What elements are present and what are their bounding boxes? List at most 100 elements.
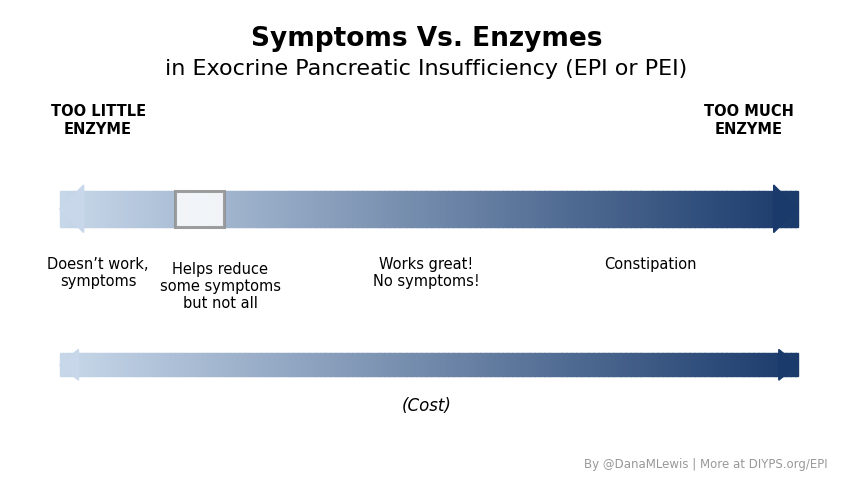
Bar (694, 353, 696, 376)
Bar (792, 353, 795, 376)
Bar (121, 191, 124, 227)
Bar (404, 353, 406, 376)
Bar (618, 353, 620, 376)
Bar (573, 353, 576, 376)
Bar (578, 191, 581, 227)
Bar (716, 191, 718, 227)
Bar (605, 353, 607, 376)
Bar (298, 191, 301, 227)
Bar (688, 353, 692, 376)
Bar (406, 353, 409, 376)
Bar (320, 353, 323, 376)
Bar (371, 353, 375, 376)
Bar (480, 353, 482, 376)
Bar (344, 353, 348, 376)
Bar (239, 353, 242, 376)
Bar (302, 353, 306, 376)
Bar (512, 191, 515, 227)
Bar (168, 191, 170, 227)
Bar (516, 191, 520, 227)
Bar (551, 191, 554, 227)
Bar (435, 191, 439, 227)
Bar (777, 353, 780, 376)
Bar (460, 191, 463, 227)
Bar (315, 191, 318, 227)
Bar (610, 191, 613, 227)
Bar (450, 353, 453, 376)
Bar (182, 353, 186, 376)
Bar (202, 353, 205, 376)
Bar (622, 191, 625, 227)
Bar (676, 353, 679, 376)
Bar (327, 191, 331, 227)
Bar (597, 353, 601, 376)
Bar (232, 353, 234, 376)
Bar (79, 353, 82, 376)
Bar (686, 191, 689, 227)
Bar (792, 191, 795, 227)
Bar (212, 353, 215, 376)
Bar (288, 353, 291, 376)
Bar (357, 191, 360, 227)
Bar (549, 191, 551, 227)
Bar (219, 353, 222, 376)
Bar (490, 191, 492, 227)
Bar (507, 191, 509, 227)
Bar (74, 353, 78, 376)
Bar (460, 353, 463, 376)
Bar (728, 191, 731, 227)
Bar (477, 191, 481, 227)
Bar (514, 353, 517, 376)
Bar (131, 353, 134, 376)
Bar (207, 353, 210, 376)
Bar (384, 191, 387, 227)
Bar (332, 191, 335, 227)
Bar (494, 191, 498, 227)
Text: Helps reduce
some symptoms
but not all: Helps reduce some symptoms but not all (159, 262, 280, 312)
Bar (215, 353, 217, 376)
Bar (175, 191, 224, 227)
Bar (679, 353, 682, 376)
Bar (259, 191, 262, 227)
Bar (222, 191, 225, 227)
Bar (752, 191, 755, 227)
Bar (352, 353, 355, 376)
Bar (318, 353, 320, 376)
Bar (794, 353, 797, 376)
Bar (239, 191, 242, 227)
Bar (588, 353, 590, 376)
Bar (249, 191, 251, 227)
Bar (84, 353, 87, 376)
Bar (151, 191, 153, 227)
Bar (721, 353, 723, 376)
Bar (465, 353, 468, 376)
Bar (492, 191, 495, 227)
Bar (134, 191, 136, 227)
Bar (438, 353, 440, 376)
Bar (721, 191, 723, 227)
Bar (529, 353, 532, 376)
Bar (708, 191, 711, 227)
Bar (487, 353, 490, 376)
Bar (148, 353, 151, 376)
Bar (446, 353, 448, 376)
Bar (711, 191, 713, 227)
Bar (718, 353, 721, 376)
Bar (443, 353, 446, 376)
Bar (366, 191, 370, 227)
Bar (263, 191, 267, 227)
Bar (538, 191, 542, 227)
Bar (423, 353, 426, 376)
Bar (261, 191, 264, 227)
Bar (241, 353, 245, 376)
Bar (207, 191, 210, 227)
Bar (644, 191, 648, 227)
Bar (468, 353, 470, 376)
Bar (416, 191, 418, 227)
Bar (593, 353, 596, 376)
Bar (296, 191, 298, 227)
Bar (532, 353, 534, 376)
Bar (182, 191, 186, 227)
Bar (254, 191, 256, 227)
Bar (305, 353, 308, 376)
